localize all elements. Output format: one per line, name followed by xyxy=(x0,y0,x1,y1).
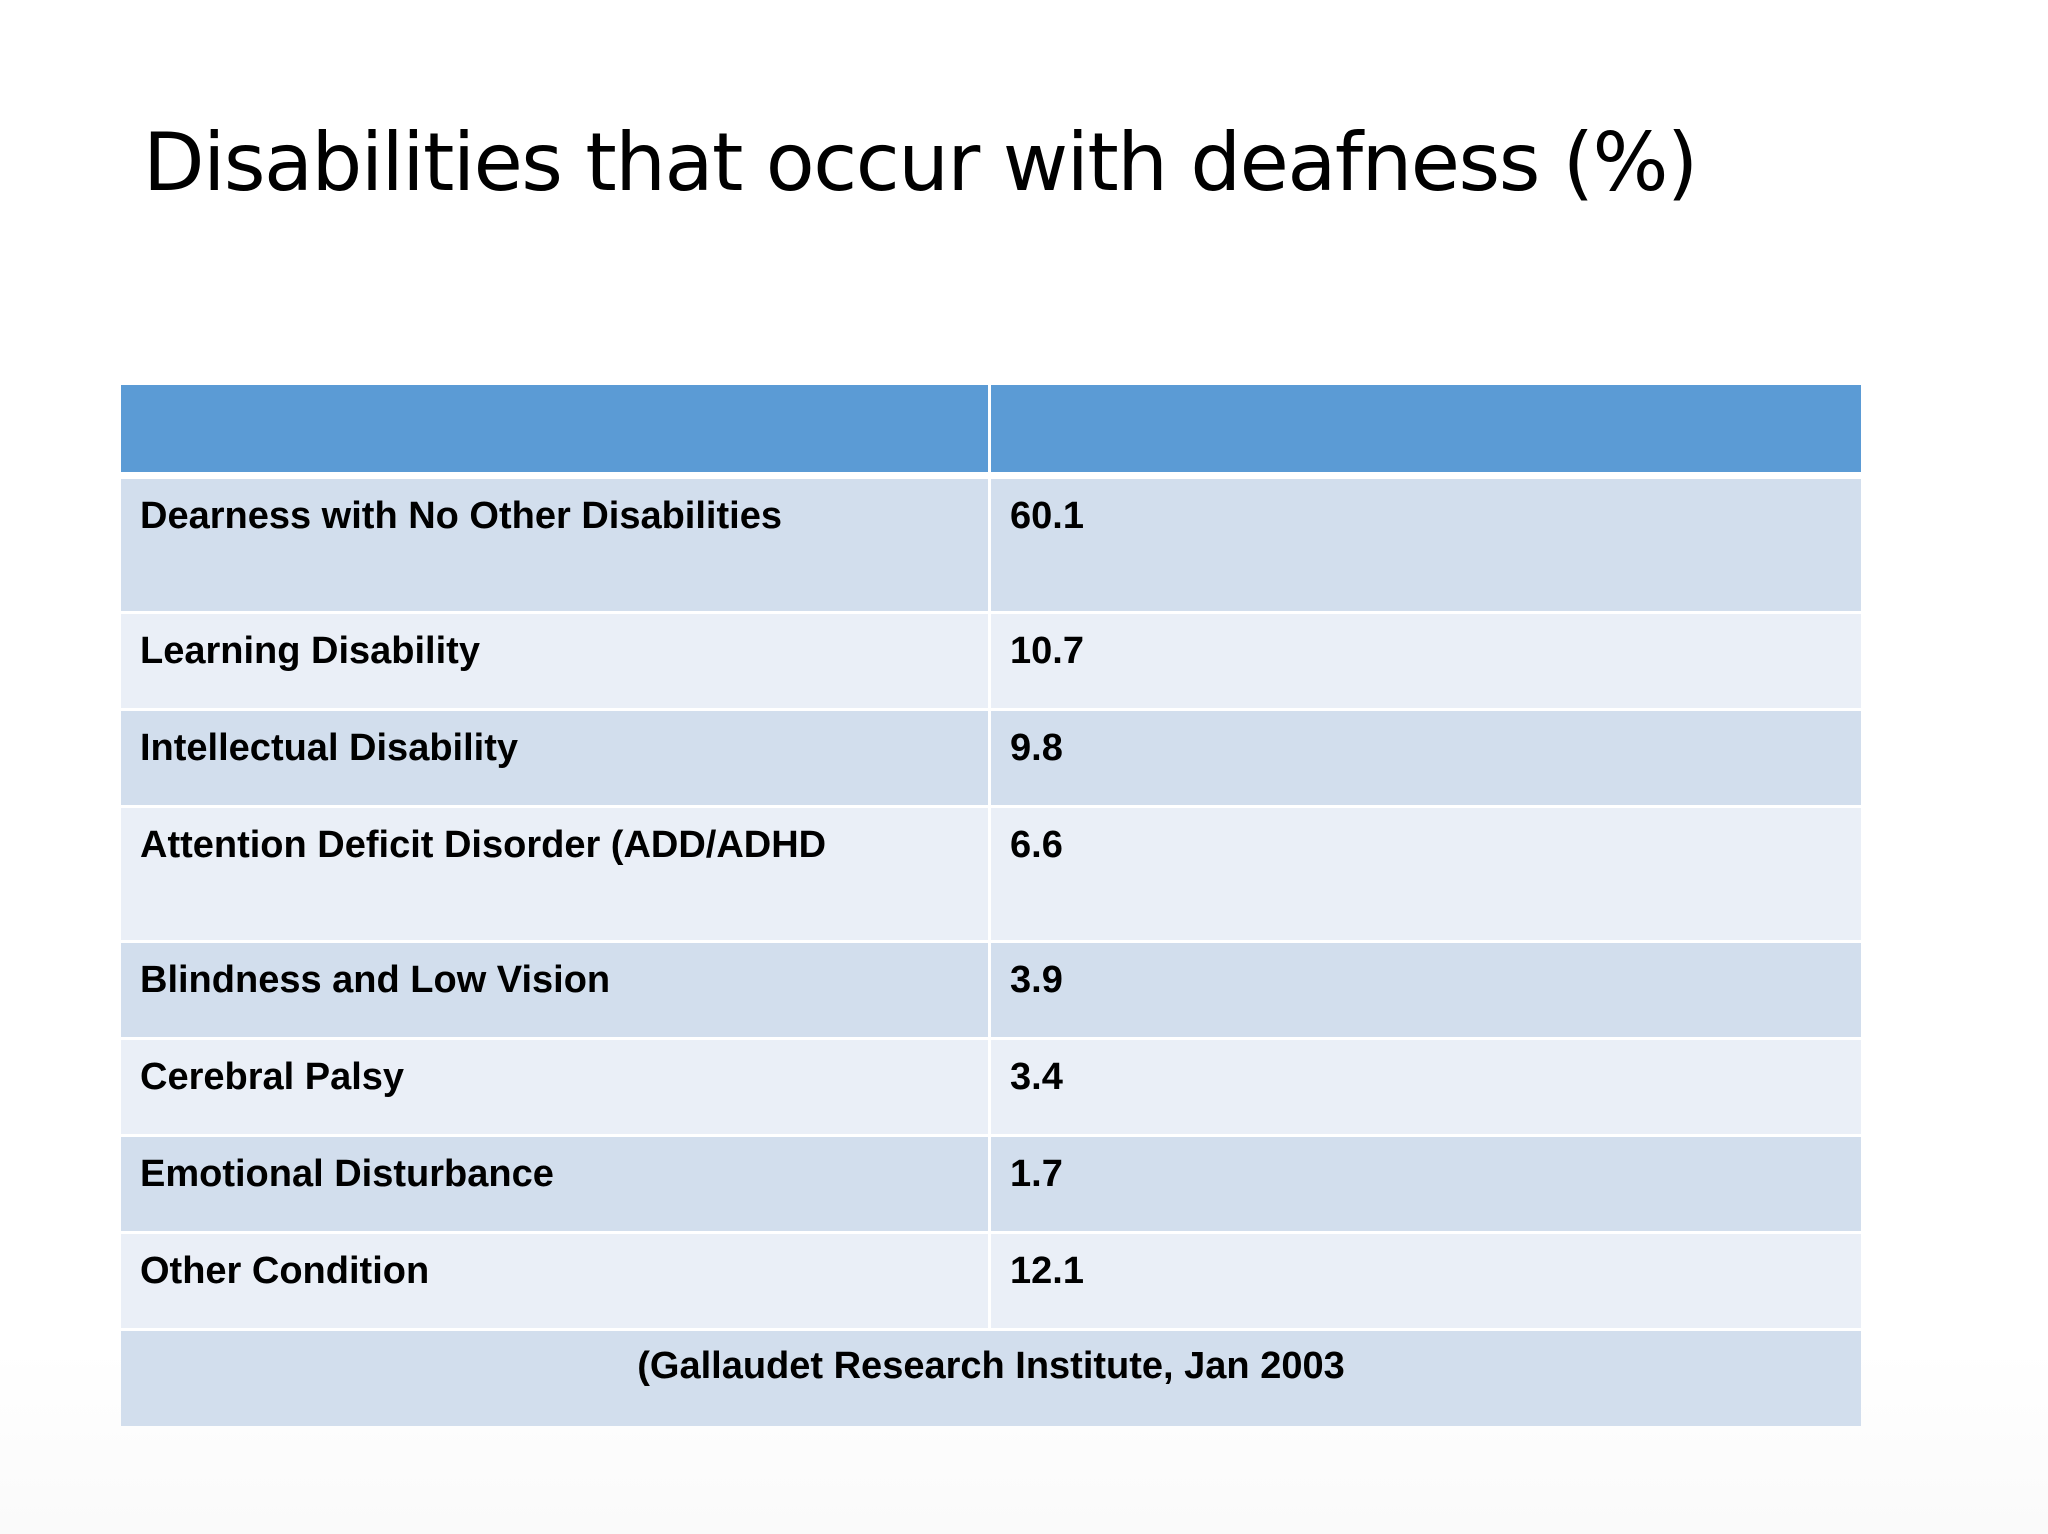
row-value: 12.1 xyxy=(991,1234,1861,1331)
table-source-citation: (Gallaudet Research Institute, Jan 2003 xyxy=(121,1331,1861,1426)
table-source-row: (Gallaudet Research Institute, Jan 2003 xyxy=(121,1331,1861,1426)
table-header-cell-label xyxy=(121,385,991,479)
table-row: Other Condition 12.1 xyxy=(121,1234,1861,1331)
table-header-cell-value xyxy=(991,385,1861,479)
table-row: Emotional Disturbance 1.7 xyxy=(121,1137,1861,1234)
slide-title: Disabilities that occur with deafness (%… xyxy=(143,116,1698,209)
disabilities-table: Dearness with No Other Disabilities 60.1… xyxy=(121,385,1861,1426)
table-row: Learning Disability 10.7 xyxy=(121,614,1861,711)
row-label: Attention Deficit Disorder (ADD/ADHD xyxy=(121,808,991,943)
row-value: 3.4 xyxy=(991,1040,1861,1137)
table-row: Intellectual Disability 9.8 xyxy=(121,711,1861,808)
row-label: Other Condition xyxy=(121,1234,991,1331)
table-row: Cerebral Palsy 3.4 xyxy=(121,1040,1861,1137)
row-label: Blindness and Low Vision xyxy=(121,943,991,1040)
row-label: Emotional Disturbance xyxy=(121,1137,991,1234)
table-row: Blindness and Low Vision 3.9 xyxy=(121,943,1861,1040)
row-value: 6.6 xyxy=(991,808,1861,943)
row-label: Learning Disability xyxy=(121,614,991,711)
row-value: 60.1 xyxy=(991,479,1861,614)
row-label: Cerebral Palsy xyxy=(121,1040,991,1137)
row-label: Dearness with No Other Disabilities xyxy=(121,479,991,614)
table-header-row xyxy=(121,385,1861,479)
row-label: Intellectual Disability xyxy=(121,711,991,808)
row-value: 1.7 xyxy=(991,1137,1861,1234)
table-row: Attention Deficit Disorder (ADD/ADHD 6.6 xyxy=(121,808,1861,943)
row-value: 3.9 xyxy=(991,943,1861,1040)
row-value: 10.7 xyxy=(991,614,1861,711)
table-row: Dearness with No Other Disabilities 60.1 xyxy=(121,479,1861,614)
row-value: 9.8 xyxy=(991,711,1861,808)
